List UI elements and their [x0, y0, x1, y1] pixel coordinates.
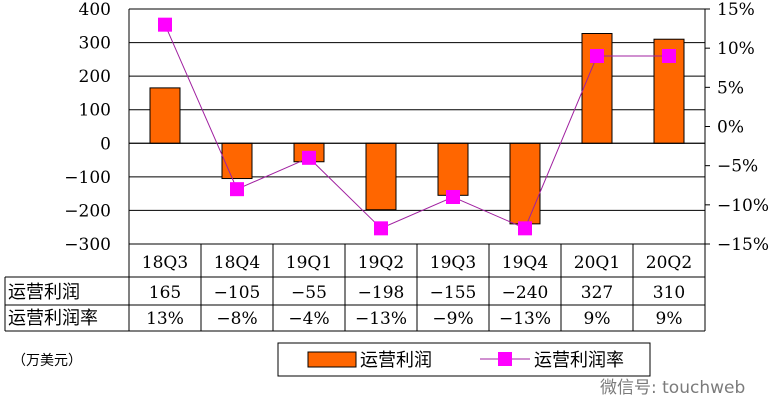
legend-point-swatch [498, 352, 512, 366]
table-cell: −55 [291, 283, 327, 303]
table-cell: 13% [146, 309, 184, 329]
category-label: 19Q3 [430, 253, 476, 273]
legend-label: 运营利润 [360, 350, 432, 371]
left-tick-label: 100 [79, 101, 111, 121]
table-cell: −13% [499, 309, 551, 329]
category-label: 19Q2 [358, 253, 404, 273]
left-tick-label: 0 [100, 134, 111, 154]
table-cell: 165 [149, 283, 181, 303]
table-cell: −4% [288, 309, 329, 329]
margin-point [446, 190, 460, 204]
margin-point [662, 49, 676, 63]
left-tick-label: 400 [79, 0, 111, 20]
table-cell: 9% [656, 309, 683, 329]
margin-point [518, 221, 532, 236]
category-label: 20Q2 [646, 253, 692, 273]
right-tick-label: −5% [717, 157, 758, 177]
table-cell: −105 [214, 283, 261, 303]
table-cell: −8% [216, 309, 257, 329]
table-row-label: 运营利润率 [8, 308, 98, 329]
category-label: 19Q4 [502, 253, 548, 273]
left-tick-label: −300 [64, 235, 111, 255]
table-cell: −198 [358, 283, 405, 303]
table-row-label: 运营利润 [8, 282, 80, 303]
table-cell: −240 [502, 283, 549, 303]
right-tick-label: 10% [717, 39, 755, 59]
category-label: 20Q1 [574, 253, 620, 273]
category-label: 19Q1 [286, 253, 332, 273]
margin-point [590, 49, 604, 63]
right-tick-label: 15% [717, 0, 755, 20]
margin-line [164, 24, 669, 229]
unit-note: （万美元） [12, 353, 82, 369]
bar [437, 142, 469, 196]
right-tick-label: 0% [717, 118, 744, 138]
margin-point [374, 221, 388, 236]
bar [509, 142, 541, 225]
legend-label: 运营利润率 [534, 350, 624, 371]
table-cell: 327 [581, 283, 613, 303]
right-tick-label: −10% [717, 196, 769, 216]
margin-point [158, 17, 172, 32]
left-tick-label: 300 [79, 34, 111, 54]
left-tick-label: −100 [64, 168, 111, 188]
right-tick-label: −15% [717, 235, 769, 255]
margin-point [230, 182, 244, 197]
legend-bar-swatch [307, 351, 357, 368]
bar [365, 142, 397, 211]
table-cell: −9% [432, 309, 473, 329]
bar [221, 142, 253, 180]
left-tick-label: 200 [79, 67, 111, 87]
left-tick-label: −200 [64, 201, 111, 221]
legend-box [277, 342, 651, 377]
table-cell: 9% [584, 309, 611, 329]
table-cell: −155 [430, 283, 477, 303]
right-tick-label: 5% [717, 78, 744, 98]
table-cell: 310 [653, 283, 685, 303]
category-label: 18Q4 [214, 253, 260, 273]
category-label: 18Q3 [142, 253, 188, 273]
table-cell: −13% [355, 309, 407, 329]
margin-point [302, 150, 316, 165]
watermark: 微信号: touchweb [600, 378, 746, 398]
bar [149, 87, 181, 144]
